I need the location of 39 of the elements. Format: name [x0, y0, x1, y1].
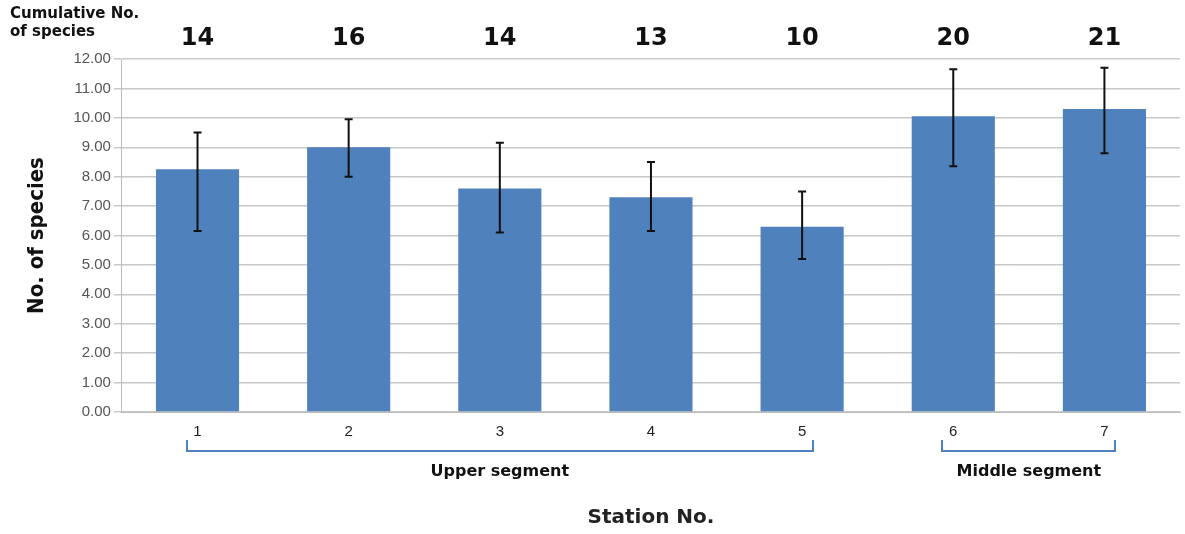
text: 14: [483, 23, 517, 52]
x-tick-label: 5: [797, 422, 807, 440]
bar: [1062, 109, 1146, 412]
y-tick-label: 11.00: [74, 78, 111, 96]
bar: [911, 116, 995, 412]
text: 16: [331, 23, 366, 52]
y-axis-title: No. of species: [22, 157, 48, 314]
x-tick-label: 1: [193, 422, 202, 440]
bar: [609, 197, 693, 412]
bar: [307, 147, 391, 412]
x-tick-label: 7: [1100, 422, 1109, 440]
y-tick-label: 2.00: [81, 343, 111, 361]
text: Cumulative No. of species: [10, 4, 140, 40]
text: Upper segment: [430, 461, 570, 481]
text: 10: [785, 23, 819, 52]
y-tick-label: 5.00: [81, 255, 111, 273]
text: 21: [1087, 23, 1122, 52]
y-tick-label: 10.00: [73, 107, 111, 125]
text: 13: [634, 23, 668, 52]
x-tick-label: 4: [646, 422, 656, 440]
y-tick-label: 7.00: [81, 196, 111, 214]
y-tick-label: 4.00: [81, 284, 111, 302]
y-tick-label: 9.00: [81, 137, 111, 155]
bar: [760, 226, 844, 412]
x-tick-label: 6: [949, 422, 958, 440]
y-tick-label: 8.00: [81, 166, 111, 184]
bar: [155, 169, 240, 412]
y-tick-label: 0.00: [81, 402, 111, 420]
x-tick-label: 2: [344, 422, 353, 440]
y-tick-label: 1.00: [81, 372, 111, 390]
y-tick-label: 6.00: [81, 225, 111, 243]
x-tick-label: 3: [495, 422, 504, 440]
text: Middle segment: [956, 461, 1102, 481]
y-tick-label: 3.00: [81, 313, 111, 331]
bar: [458, 188, 542, 412]
x-axis-title: Station No.: [587, 504, 715, 529]
text: 20: [936, 23, 970, 52]
text: 14: [180, 23, 215, 52]
y-tick-label: 12.00: [73, 49, 111, 67]
